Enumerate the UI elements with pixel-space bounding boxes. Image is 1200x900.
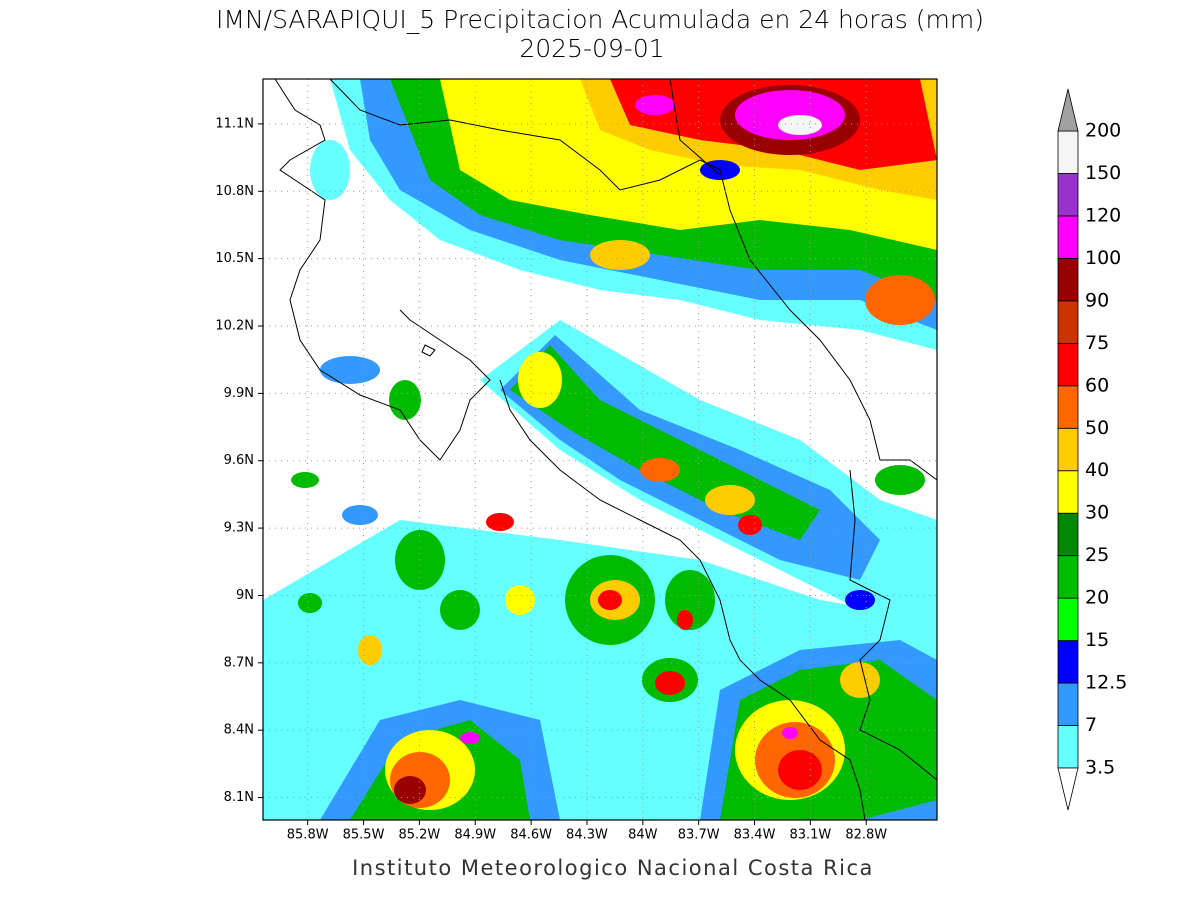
colorbar-label: 3.5 [1085,757,1115,779]
map-frame [262,78,938,821]
colorbar-box [1057,130,1079,174]
colorbar-label: 20 [1085,587,1109,609]
colorbar-box [1057,342,1079,387]
colorbar-label: 90 [1085,289,1109,311]
precipitation-field [263,79,937,820]
y-tick-label: 9.3N [224,521,254,536]
colorbar-label: 100 [1085,247,1121,269]
colorbar-label: 150 [1085,162,1121,184]
y-tick-label: 10.8N [215,184,254,199]
colorbar-over [1057,88,1079,132]
x-tick-label: 84.6W [510,828,552,843]
colorbar-under [1057,767,1079,811]
x-tick-label: 83.4W [734,828,776,843]
colorbar-box [1057,173,1079,217]
y-tick-label: 10.2N [215,319,254,334]
y-tick-label: 8.1N [224,790,254,805]
colorbar: 3.5 7 12.5 15 20 25 30 40 50 60 75 90 100 120 150 200 [1057,88,1127,811]
x-tick-label: 85.8W [287,828,329,843]
colorbar-label: 12.5 [1085,672,1127,694]
x-tick-label: 83.7W [678,828,720,843]
x-tick-label: 84W [628,828,658,843]
colorbar-box [1057,597,1079,642]
colorbar-label: 120 [1085,204,1121,226]
colorbar-label: 50 [1085,417,1109,439]
x-tick-label: 85.5W [343,828,385,843]
y-tick-label: 8.7N [224,655,254,670]
y-tick-label: 11.1N [215,116,254,131]
grid: 8.1N 8.4N 8.7N 9N 9.3N 9.6N 9.9N 10.2N 10.5N 10.8… [215,79,937,843]
colorbar-box [1057,725,1079,769]
colorbar-box [1057,300,1079,344]
map-date: 2025-09-01 [519,34,664,63]
colorbar-box [1057,470,1079,514]
colorbar-box [1057,385,1079,429]
x-tick-label: 84.3W [566,828,608,843]
colorbar-label: 25 [1085,544,1109,566]
y-tick-label: 9.9N [224,386,254,401]
colorbar-box [1057,427,1079,472]
colorbar-box [1057,640,1079,684]
x-tick-label: 82.8W [845,828,887,843]
colorbar-box [1057,555,1079,599]
map-title: IMN/SARAPIQUI_5 Precipitacion Acumulada … [216,5,984,34]
colorbar-box [1057,257,1079,302]
colorbar-label: 200 [1085,120,1121,142]
colorbar-label: 7 [1085,714,1097,736]
colorbar-label: 30 [1085,502,1109,524]
x-tick-label: 83.1W [789,828,831,843]
colorbar-box [1057,215,1079,259]
y-tick-label: 8.4N [224,723,254,738]
colorbar-label: 40 [1085,459,1109,481]
colorbar-label: 60 [1085,374,1109,396]
credit: Instituto Meteorologico Nacional Costa R… [352,856,874,880]
y-tick-label: 10.5N [215,251,254,266]
y-tick-label: 9.6N [224,453,254,468]
colorbar-box [1057,682,1079,726]
x-tick-label: 84.9W [454,828,496,843]
colorbar-box [1057,512,1079,557]
colorbar-label: 75 [1085,332,1109,354]
y-tick-label: 9N [236,588,254,603]
x-tick-label: 85.2W [398,828,440,843]
colorbar-label: 15 [1085,629,1109,651]
